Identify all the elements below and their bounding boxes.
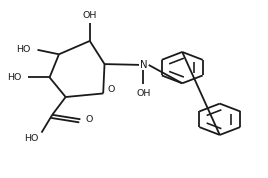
Text: OH: OH <box>136 89 151 98</box>
Text: N: N <box>140 60 147 70</box>
Text: O: O <box>85 115 93 124</box>
Text: HO: HO <box>16 45 31 54</box>
Text: OH: OH <box>83 11 97 20</box>
Text: HO: HO <box>7 73 21 82</box>
Text: HO: HO <box>24 134 39 143</box>
Text: O: O <box>107 85 115 93</box>
